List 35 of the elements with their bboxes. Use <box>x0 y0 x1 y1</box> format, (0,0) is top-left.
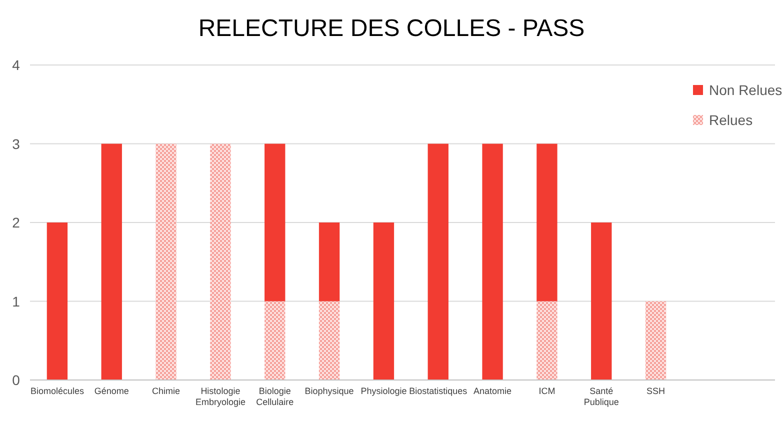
y-tick-label: 4 <box>12 57 20 73</box>
bar <box>264 144 286 302</box>
bar <box>536 144 558 302</box>
x-tick-label: Histologie Embryologie <box>195 386 246 407</box>
x-tick-label: Biostatistiques <box>409 386 468 396</box>
bar <box>101 144 122 380</box>
y-tick-label: 2 <box>12 214 20 230</box>
bar <box>482 144 503 380</box>
x-tick-label: Physiologie <box>360 386 407 396</box>
bar <box>210 144 231 380</box>
x-tick-label: Génome <box>94 386 129 396</box>
x-tick-label: ICM <box>538 386 556 396</box>
chart-title: RELECTURE DES COLLES - PASS <box>198 15 585 42</box>
legend-label: Non Relues <box>709 82 782 98</box>
bar <box>318 301 340 380</box>
x-tick-label: Biologie Cellulaire <box>256 386 294 407</box>
bar <box>591 222 612 380</box>
x-tick-label: Anatomie <box>474 386 512 396</box>
bar <box>46 222 68 380</box>
x-tick-label: Chimie <box>152 386 180 396</box>
y-tick-label: 0 <box>12 372 20 388</box>
bar <box>156 144 176 380</box>
bar <box>373 222 394 380</box>
bar <box>318 222 340 302</box>
bar <box>264 301 286 380</box>
bar <box>645 301 666 380</box>
x-tick-label: SSH <box>646 386 666 396</box>
y-tick-label: 1 <box>12 293 20 310</box>
x-tick-label: Biophysique <box>304 386 354 396</box>
x-tick-label: Biomolécules <box>30 386 84 396</box>
x-tick-label: Santé Publique <box>584 386 619 407</box>
y-tick-label: 3 <box>12 136 20 152</box>
legend-label: Relues <box>709 112 753 128</box>
bar <box>536 301 558 380</box>
bar <box>428 144 448 380</box>
